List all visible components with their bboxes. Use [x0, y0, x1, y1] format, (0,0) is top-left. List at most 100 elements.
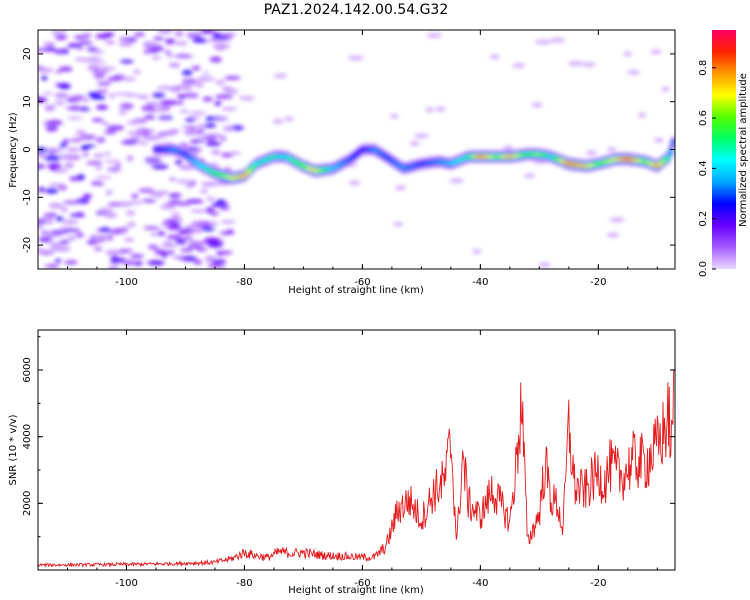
spectrogram-noise-cell	[126, 120, 140, 125]
spectrogram-ridge-cell	[184, 154, 192, 158]
spectrogram-noise-cell	[65, 147, 81, 152]
spectrogram-noise-cell	[75, 129, 87, 136]
spectrogram-noise-cell	[538, 262, 551, 268]
spectrogram-x-axis: -100 -80 -60 -40 -20	[66, 30, 658, 288]
spectrogram-noise-cell	[179, 228, 195, 234]
spectrogram-noise-cell	[148, 260, 166, 266]
spectrogram-noise-cell	[224, 88, 239, 95]
spectrogram-noise-cell	[52, 49, 65, 53]
spectrogram-noise-cell	[179, 109, 190, 114]
spectrogram-noise-cell	[221, 106, 238, 111]
spectrogram-noise-cell	[168, 128, 180, 134]
spectrogram-noise-cell	[220, 220, 236, 224]
spectrogram-noise-cell	[49, 230, 68, 235]
spectrogram-noise-cell	[168, 177, 177, 182]
spectrogram-noise-cell	[157, 131, 169, 136]
spectrogram-x-tick-label: -100	[115, 277, 138, 288]
spectrogram-noise-cell	[94, 235, 109, 240]
spectrogram-noise-cell	[166, 250, 175, 255]
spectrogram-noise-cell	[82, 193, 93, 199]
snr-y-tick-label: 4000	[22, 424, 33, 449]
spectrogram-noise-cell	[219, 135, 227, 141]
spectrogram-noise-cell	[38, 247, 42, 251]
spectrogram-noise-cell	[87, 239, 98, 245]
spectrogram-noise-cell	[133, 261, 143, 266]
spectrogram-noise-cell	[66, 235, 77, 241]
snr-y-tick-label: 2000	[22, 491, 33, 516]
snr-x-tick-label: -60	[354, 578, 370, 589]
spectrogram-ridge-cell	[665, 156, 672, 159]
spectrogram-ridge-cell	[670, 141, 675, 144]
spectrogram-noise-cell	[169, 86, 182, 93]
colorbar-tick-label: 0.6	[698, 110, 709, 126]
spectrogram-panel: -100 -80 -60 -40 -20 20 10 0 -10 -20 Height of s…	[8, 29, 676, 296]
spectrogram-noise-cell	[222, 125, 235, 132]
spectrogram-noise-cell	[104, 159, 122, 164]
spectrogram-noise-cell	[204, 133, 223, 138]
spectrogram-noise-cell	[156, 107, 166, 112]
spectrogram-noise-cell	[208, 141, 222, 146]
spectrogram-noise-cell	[654, 137, 665, 143]
spectrogram-ridge-cell	[187, 157, 194, 160]
spectrogram-noise-cell	[523, 173, 536, 179]
spectrogram-noise-cell	[59, 153, 74, 160]
spectrogram-noise-cell	[63, 200, 81, 205]
spectrogram-noise-cell	[181, 125, 199, 130]
snr-y-tick-label: 6000	[22, 357, 33, 382]
snr-series-line	[38, 368, 675, 568]
spectrogram-x-tick-label: -20	[590, 277, 606, 288]
spectrogram-noise-cell	[70, 94, 86, 100]
spectrogram-noise-cell	[63, 228, 81, 233]
spectrogram-noise-cell	[164, 49, 172, 55]
spectrogram-noise-cell	[103, 32, 115, 37]
snr-x-axis: -100 -80 -60 -40 -20	[66, 330, 658, 589]
spectrogram-noise-cell	[224, 75, 241, 81]
spectrogram-noise-cell	[43, 212, 56, 219]
spectrogram-noise-cell	[272, 118, 284, 124]
spectrogram-noise-cell	[204, 255, 216, 262]
spectrogram-noise-cell	[206, 196, 215, 202]
spectrogram-noise-cell	[176, 93, 187, 100]
spectrogram-noise-cell	[199, 30, 215, 34]
spectrogram-noise-cell	[180, 248, 193, 252]
colorbar-ticks: 0.0 0.2 0.4 0.6 0.8	[698, 60, 716, 277]
spectrogram-noise-cell	[47, 183, 66, 187]
spectrogram-noise-cell	[229, 151, 242, 156]
spectrogram-noise-cell	[58, 83, 71, 90]
spectrogram-noise-cell	[137, 95, 150, 99]
spectrogram-noise-cell	[210, 149, 221, 155]
snr-panel: -100 -80 -60 -40 -20 2000 4000 6000 Height of …	[8, 329, 676, 596]
spectrogram-noise-cell	[46, 264, 60, 269]
spectrogram-noise-cell	[177, 201, 191, 206]
spectrogram-ridge-cell	[250, 164, 258, 168]
spectrogram-noise-cell	[215, 199, 226, 203]
spectrogram-noise-cell	[38, 96, 48, 103]
spectrogram-y-tick-label: -20	[22, 237, 33, 253]
spectrogram-noise-cell	[192, 37, 207, 43]
spectrogram-noise-cell	[64, 260, 78, 265]
spectrogram-noise-cell	[157, 30, 173, 34]
spectrogram-noise-cell	[607, 146, 617, 152]
spectrogram-noise-cell	[125, 210, 136, 216]
spectrogram-ridge-cell	[354, 152, 361, 155]
spectrogram-noise-cell	[129, 254, 144, 259]
spectrogram-noise-cell	[131, 193, 139, 199]
spectrogram-noise-cell	[390, 113, 399, 119]
spectrogram-noise-cell	[96, 137, 106, 143]
spectrogram-noise-cell	[156, 85, 174, 90]
spectrogram-noise-cell	[119, 248, 134, 253]
spectrogram-noise-cell	[226, 229, 234, 233]
spectrogram-noise-cell	[94, 73, 105, 80]
spectrogram-noise-cell	[489, 54, 500, 60]
spectrogram-noise-cell	[142, 129, 155, 134]
spectrogram-noise-cell	[188, 131, 196, 136]
spectrogram-noise-cell	[167, 53, 174, 59]
spectrogram-noise-cell	[142, 135, 160, 140]
spectrogram-ridge-cell	[659, 160, 667, 163]
spectrogram-noise-cell	[175, 238, 187, 245]
spectrogram-noise-cell	[273, 73, 288, 79]
spectrogram-noise-cell	[449, 178, 465, 184]
spectrogram-noise-cell	[637, 112, 646, 118]
spectrogram-noise-cell	[77, 211, 84, 216]
spectrogram-noise-cell	[69, 137, 83, 143]
